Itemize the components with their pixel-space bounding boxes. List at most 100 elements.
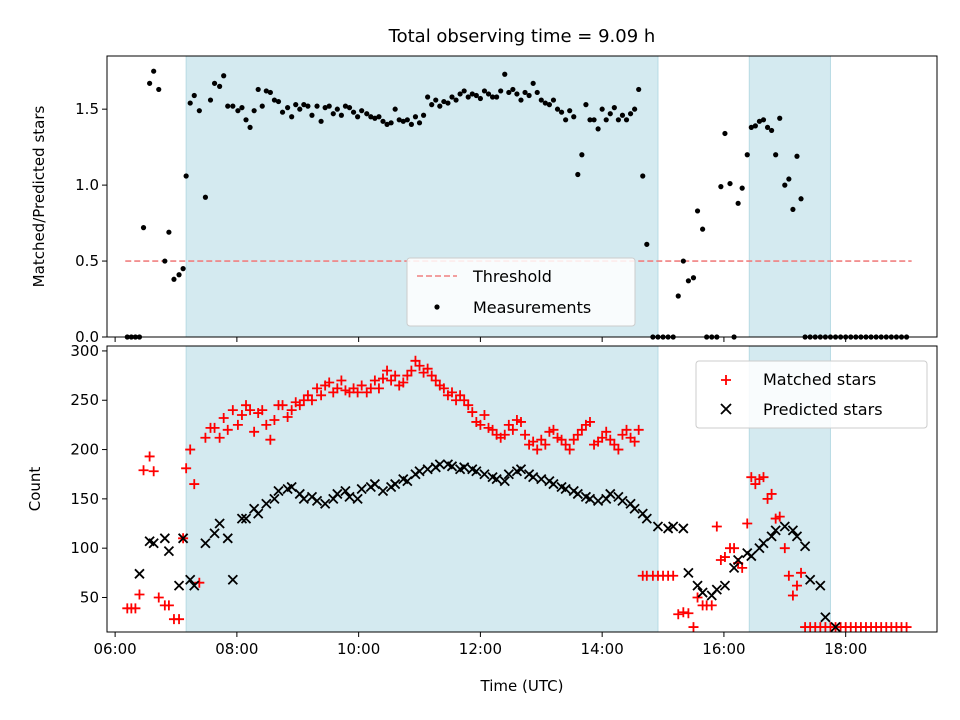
predicted-star-point — [528, 472, 539, 483]
legend-top: Threshold Measurements — [406, 257, 636, 327]
x-tick-label: 12:00 — [459, 640, 502, 658]
matched-star-point — [306, 395, 317, 406]
legend-bottom: Matched stars Predicted stars — [695, 360, 928, 429]
measurement-point — [644, 241, 650, 247]
predicted-star-point — [253, 508, 264, 519]
predicted-star-point — [668, 521, 679, 532]
measurement-point — [538, 97, 544, 103]
predicted-star-point — [369, 478, 381, 490]
measurement-point — [465, 94, 471, 100]
matched-star-point — [515, 416, 526, 427]
predicted-star-point — [732, 554, 744, 566]
matched-star-point — [153, 592, 164, 603]
matched-star-point — [719, 552, 730, 563]
matched-star-point — [312, 383, 323, 394]
y-axis-label: Matched/Predicted stars — [30, 106, 48, 288]
matched-star-point — [528, 436, 539, 447]
matched-star-point — [144, 451, 155, 462]
predicted-star-point — [503, 469, 514, 480]
x-axis-label: Time (UTC) — [480, 677, 564, 695]
measurement-point — [420, 112, 427, 118]
matched-star-point — [185, 444, 196, 455]
matched-star-point — [446, 387, 457, 398]
measurement-point — [514, 91, 520, 97]
matched-star-point — [174, 614, 185, 625]
measurement-point — [259, 103, 265, 109]
measurement-point — [364, 111, 370, 117]
measurement-point — [196, 108, 202, 114]
predicted-star-point — [340, 485, 351, 497]
matched-star-point — [621, 424, 632, 435]
matched-star-point — [398, 377, 409, 388]
predicted-star-point — [799, 541, 811, 552]
y-tick-label: 50 — [80, 588, 99, 606]
measurement-point — [603, 117, 609, 123]
measurement-point — [752, 123, 758, 129]
predicted-star-point — [491, 474, 502, 485]
matched-star-point — [232, 419, 243, 430]
measurement-point — [790, 206, 796, 213]
measurement-point — [255, 86, 261, 93]
measurement-point — [530, 80, 536, 86]
predicted-star-point — [390, 478, 401, 490]
x-tick-label: 14:00 — [581, 640, 624, 658]
legend-box — [695, 360, 928, 429]
measurement-point — [408, 121, 415, 127]
panel-ratio: 0.0 0.5 1.0 1.5 Total observing time = 9.09 … — [30, 26, 938, 346]
predicted-star-point — [356, 483, 367, 495]
predicted-star-point — [214, 518, 225, 529]
axes-frame — [106, 345, 938, 633]
measurement-point — [338, 112, 344, 118]
measurement-point — [156, 86, 162, 93]
measurement-point — [211, 80, 218, 86]
measurement-point — [583, 102, 589, 108]
chart-title: Total observing time = 9.09 h — [388, 26, 656, 47]
matched-star-point — [261, 419, 272, 430]
matched-star-point — [390, 370, 401, 381]
measurement-point — [591, 117, 597, 123]
matched-star-point — [742, 518, 753, 529]
predicted-star-point — [766, 531, 777, 542]
matched-star-point — [222, 424, 233, 435]
measurement-point — [301, 102, 307, 108]
matched-star-point — [130, 603, 141, 614]
predicted-star-point — [200, 538, 211, 549]
predicted-star-point — [758, 538, 769, 549]
measurement-point — [392, 106, 398, 112]
matched-star-point — [711, 521, 722, 532]
matched-star-point — [613, 444, 624, 455]
predicted-star-point — [459, 462, 470, 473]
matched-star-point — [901, 622, 912, 633]
predicted-star-point — [185, 574, 196, 585]
measurement-point — [176, 272, 182, 278]
y-tick-label: 200 — [70, 441, 99, 459]
measurement-point — [636, 86, 642, 93]
measurement-point — [309, 112, 315, 118]
matched-star-point — [134, 589, 145, 600]
predicted-star-point — [560, 483, 571, 495]
measurement-point — [342, 103, 349, 109]
y-tick-label: 250 — [70, 391, 99, 409]
matched-star-point — [673, 609, 684, 620]
matched-star-point — [683, 608, 694, 619]
predicted-star-point — [592, 495, 604, 506]
measurement-point — [481, 88, 488, 94]
measurement-point — [534, 89, 540, 96]
predicted-star-point — [770, 525, 781, 536]
measurement-point — [473, 92, 479, 99]
matched-star-point — [564, 444, 575, 455]
matched-star-point — [249, 426, 260, 437]
matched-star-point — [163, 600, 174, 611]
matched-star-point — [227, 405, 238, 416]
matched-star-point — [633, 424, 644, 435]
measurement-point — [372, 115, 378, 121]
y-tick-label: 1.5 — [75, 100, 99, 118]
x-tick-label: 08:00 — [215, 640, 258, 658]
predicted-star-point — [641, 513, 652, 524]
x-tick-label: 18:00 — [824, 640, 867, 658]
measurement-point — [595, 126, 601, 132]
matched-star-point — [369, 375, 380, 386]
measurement-point — [798, 196, 804, 202]
measurement-point — [412, 114, 419, 120]
predicted-star-point — [286, 481, 297, 493]
